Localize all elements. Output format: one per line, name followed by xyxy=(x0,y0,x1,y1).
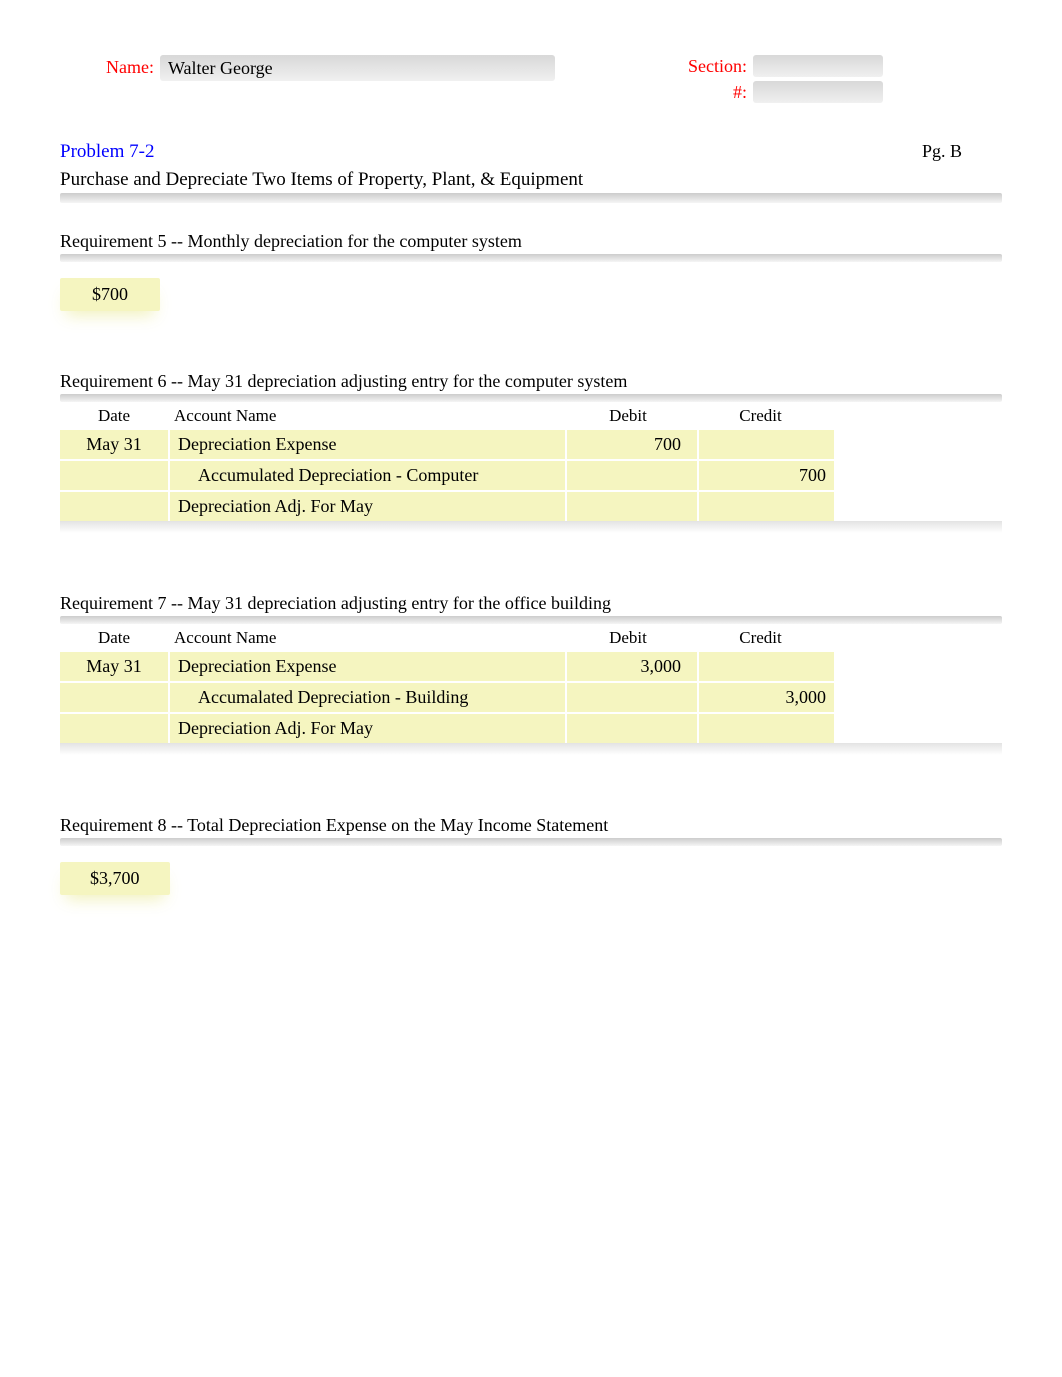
req8-heading: Requirement 8 -- Total Depreciation Expe… xyxy=(60,815,1002,836)
cell-date xyxy=(60,492,168,521)
num-input[interactable] xyxy=(753,81,883,103)
col-account: Account Name xyxy=(168,628,563,648)
req7-heading: Requirement 7 -- May 31 depreciation adj… xyxy=(60,593,1002,614)
subtitle: Purchase and Depreciate Two Items of Pro… xyxy=(60,169,1002,191)
cell-date: May 31 xyxy=(60,652,168,681)
req6-journal: May 31 Depreciation Expense 700 Accumula… xyxy=(60,430,1002,521)
cell-account: Depreciation Adj. For May xyxy=(170,492,565,521)
shadow xyxy=(60,743,1002,755)
cell-credit xyxy=(699,714,834,743)
table-row: May 31 Depreciation Expense 700 xyxy=(60,430,1002,459)
section-label: Section: xyxy=(683,56,753,77)
cell-debit xyxy=(567,683,697,712)
table-row: May 31 Depreciation Expense 3,000 xyxy=(60,652,1002,681)
req5-value: $700 xyxy=(60,278,160,311)
section-input[interactable] xyxy=(753,55,883,77)
col-debit: Debit xyxy=(563,628,693,648)
cell-debit: 3,000 xyxy=(567,652,697,681)
cell-credit xyxy=(699,492,834,521)
table-row: Depreciation Adj. For May xyxy=(60,714,1002,743)
cell-date xyxy=(60,714,168,743)
cell-credit: 3,000 xyxy=(699,683,834,712)
cell-account: Depreciation Adj. For May xyxy=(170,714,565,743)
req5-heading: Requirement 5 -- Monthly depreciation fo… xyxy=(60,231,1002,252)
cell-credit xyxy=(699,652,834,681)
shadow xyxy=(60,521,1002,533)
page-label: Pg. B xyxy=(922,141,1002,162)
cell-account: Accumalated Depreciation - Building xyxy=(170,683,565,712)
cell-account: Depreciation Expense xyxy=(170,430,565,459)
table-row: Accumulated Depreciation - Computer 700 xyxy=(60,461,1002,490)
divider xyxy=(60,254,1002,262)
col-date: Date xyxy=(60,628,168,648)
cell-credit: 700 xyxy=(699,461,834,490)
cell-debit xyxy=(567,492,697,521)
table-row: Accumalated Depreciation - Building 3,00… xyxy=(60,683,1002,712)
divider xyxy=(60,616,1002,624)
cell-account: Accumulated Depreciation - Computer xyxy=(170,461,565,490)
cell-debit xyxy=(567,714,697,743)
cell-account: Depreciation Expense xyxy=(170,652,565,681)
col-credit: Credit xyxy=(693,628,828,648)
req7-journal: May 31 Depreciation Expense 3,000 Accuma… xyxy=(60,652,1002,743)
name-input[interactable]: Walter George xyxy=(160,55,555,81)
table-row: Depreciation Adj. For May xyxy=(60,492,1002,521)
cell-debit: 700 xyxy=(567,430,697,459)
problem-title: Problem 7-2 xyxy=(60,141,154,163)
title-row: Problem 7-2 Pg. B xyxy=(60,141,1002,163)
divider xyxy=(60,193,1002,203)
cell-date xyxy=(60,461,168,490)
name-value: Walter George xyxy=(168,58,273,79)
col-account: Account Name xyxy=(168,406,563,426)
cell-date: May 31 xyxy=(60,430,168,459)
divider xyxy=(60,394,1002,402)
cell-credit xyxy=(699,430,834,459)
journal-header: Date Account Name Debit Credit xyxy=(60,406,1002,430)
col-debit: Debit xyxy=(563,406,693,426)
journal-header: Date Account Name Debit Credit xyxy=(60,628,1002,652)
header-row: Name: Walter George Section: #: xyxy=(60,55,1002,103)
section-block: Section: #: xyxy=(683,55,883,103)
divider xyxy=(60,838,1002,846)
req8-value: $3,700 xyxy=(60,862,170,895)
name-label: Name: xyxy=(60,55,160,78)
col-date: Date xyxy=(60,406,168,426)
num-label: #: xyxy=(683,82,753,103)
req6-heading: Requirement 6 -- May 31 depreciation adj… xyxy=(60,371,1002,392)
col-credit: Credit xyxy=(693,406,828,426)
cell-date xyxy=(60,683,168,712)
cell-debit xyxy=(567,461,697,490)
